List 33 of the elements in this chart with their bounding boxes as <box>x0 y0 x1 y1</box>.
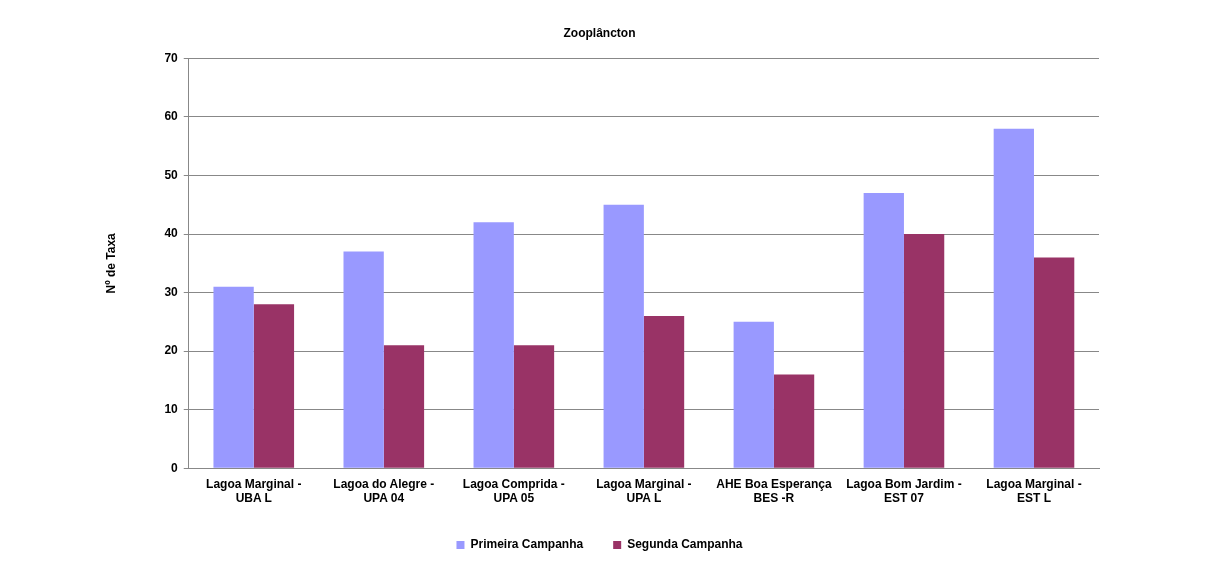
bar <box>733 321 774 468</box>
chart-title: Zooplâncton <box>563 25 636 40</box>
bar <box>513 345 555 468</box>
y-tick-label: 0 <box>171 460 179 475</box>
y-tick-label: 40 <box>164 226 179 241</box>
y-tick-label: 50 <box>164 167 179 182</box>
y-tick-label: 60 <box>164 109 179 124</box>
bar <box>603 204 644 468</box>
x-tick-label: AHE Boa Esperança BES -R <box>716 476 832 506</box>
y-axis-title: Nº de Taxa <box>103 232 118 294</box>
bar <box>643 315 685 468</box>
bar <box>863 193 904 468</box>
bar <box>383 345 425 468</box>
bar <box>1033 257 1075 468</box>
bar <box>903 234 945 468</box>
bar <box>253 304 295 468</box>
x-tick-label: Lagoa Marginal - UPA L <box>596 476 692 506</box>
x-tick-label: Lagoa Bom Jardim - EST 07 <box>846 476 962 506</box>
x-tick-label: Lagoa Comprida - UPA 05 <box>462 476 565 506</box>
bar <box>993 128 1034 468</box>
y-tick-label: 20 <box>164 343 179 358</box>
x-tick-label: Lagoa Marginal - UBA L <box>206 476 302 506</box>
bar <box>343 251 384 468</box>
legend-label: Segunda Campanha <box>627 537 743 552</box>
bar <box>473 222 514 468</box>
y-tick-label: 30 <box>164 284 179 299</box>
x-tick-label: Lagoa do Alegre - UPA 04 <box>333 476 435 506</box>
bar <box>213 286 254 468</box>
bar <box>773 374 815 468</box>
y-tick-label: 10 <box>164 401 179 416</box>
legend-label: Primeira Campanha <box>470 537 584 552</box>
y-tick-label: 70 <box>164 50 179 65</box>
x-tick-label: Lagoa Marginal - EST L <box>986 476 1082 506</box>
